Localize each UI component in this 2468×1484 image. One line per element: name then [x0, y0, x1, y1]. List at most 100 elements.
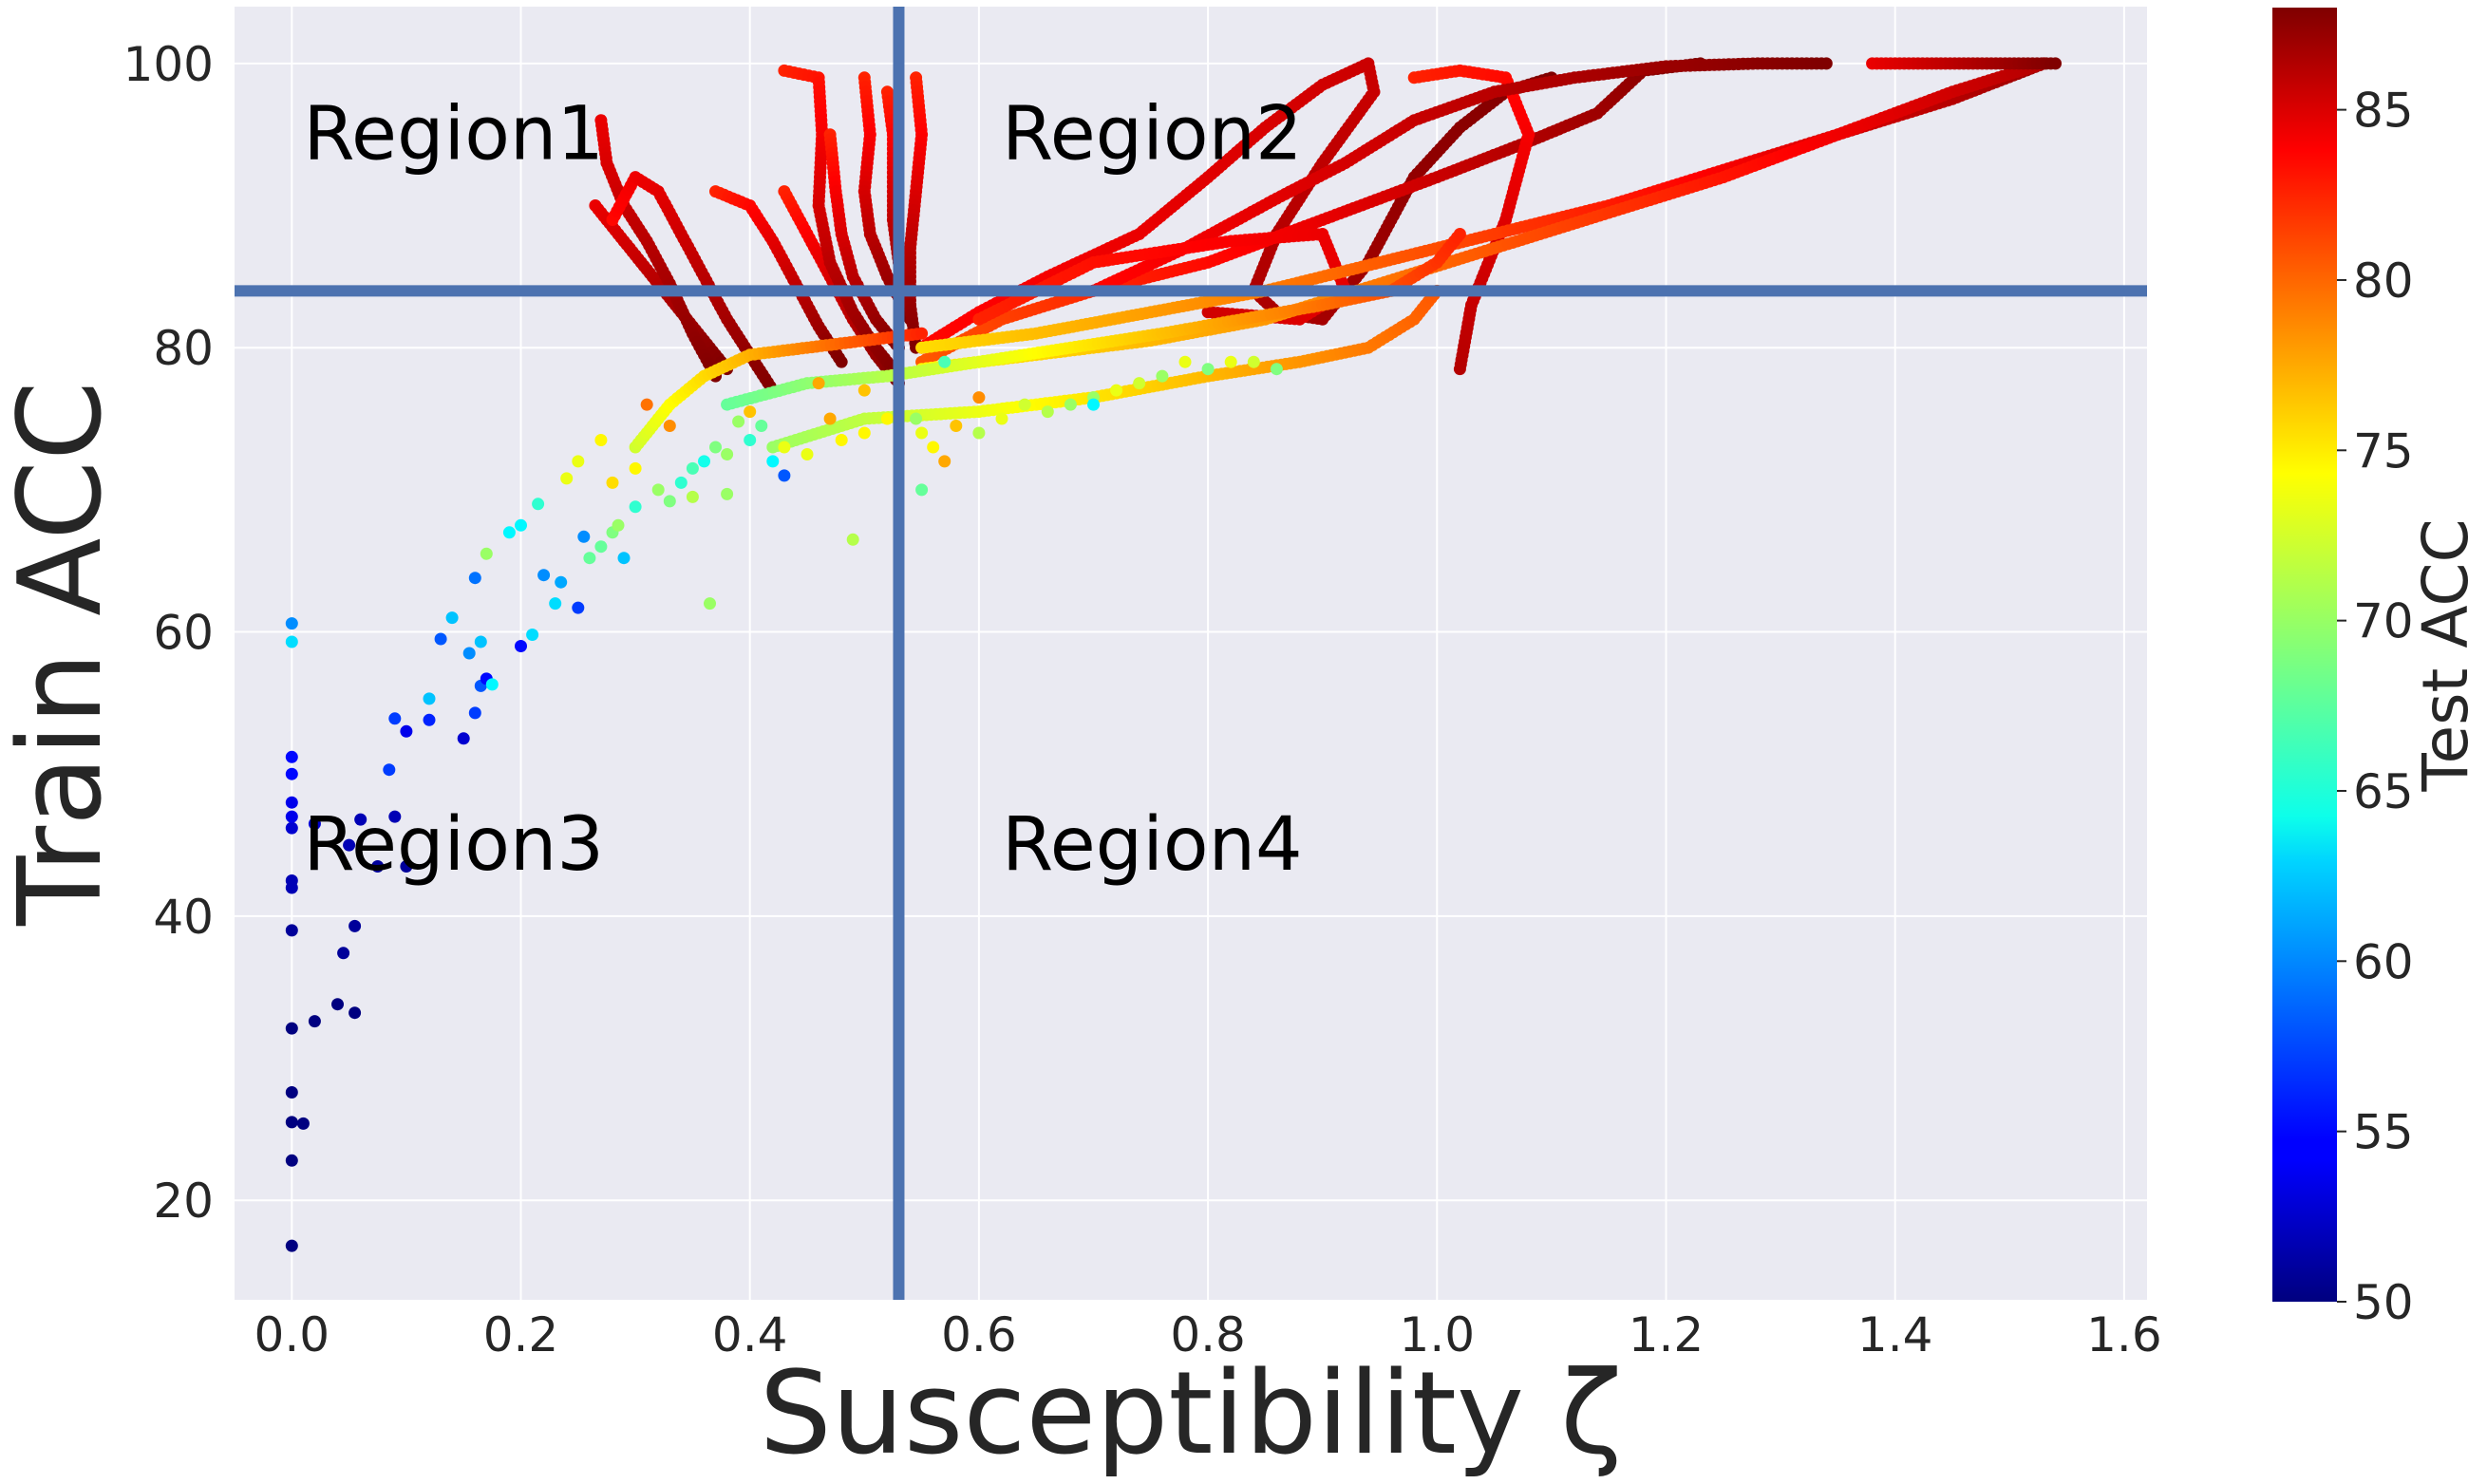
- data-point: [308, 817, 321, 831]
- data-point: [778, 441, 791, 454]
- data-point: [1064, 398, 1077, 411]
- y-tick-label: 100: [123, 37, 214, 92]
- data-point: [572, 455, 585, 468]
- data-point: [549, 597, 562, 611]
- y-axis-ticks: 20 40 60 80 100: [123, 37, 214, 1229]
- data-point: [400, 860, 413, 873]
- data-point: [950, 420, 963, 432]
- trajectory-traj-2: [594, 114, 723, 383]
- data-point: [462, 647, 476, 660]
- trajectory-traj-18: [1866, 57, 2063, 70]
- data-point: [445, 611, 459, 625]
- data-point: [331, 998, 344, 1011]
- region-label: Region4: [1002, 802, 1303, 888]
- colorbar-tick-label: 80: [2353, 254, 2414, 309]
- data-point: [572, 601, 585, 614]
- region-label: Region2: [1002, 92, 1303, 178]
- data-point: [285, 874, 298, 887]
- data-point: [485, 678, 499, 691]
- data-point: [1247, 355, 1260, 368]
- x-axis-ticks: 0.0 0.2 0.4 0.6 0.8 1.0 1.2 1.4 1.6: [254, 1307, 2162, 1362]
- data-point: [835, 434, 848, 446]
- y-tick-label: 80: [153, 321, 214, 376]
- data-point: [1201, 306, 1215, 319]
- region-labels: Region1 Region2 Region3 Region4: [303, 92, 1302, 888]
- data-point: [1178, 355, 1192, 368]
- data-point: [857, 384, 871, 397]
- data-point: [468, 706, 481, 720]
- data-point: [835, 355, 848, 368]
- data-point: [1819, 57, 1833, 70]
- data-point: [594, 434, 608, 446]
- x-tick-label: 1.4: [1857, 1307, 1933, 1362]
- data-point: [812, 377, 825, 390]
- x-tick-label: 0.4: [712, 1307, 788, 1362]
- colorbar-label: Test ACC: [2409, 518, 2468, 792]
- data-point: [823, 412, 837, 425]
- data-point: [388, 712, 402, 725]
- data-point: [285, 767, 298, 780]
- data-point: [457, 732, 470, 745]
- data-point: [995, 412, 1008, 425]
- data-point: [285, 821, 298, 835]
- data-point: [709, 441, 722, 454]
- data-point: [640, 398, 653, 411]
- data-point: [744, 405, 757, 419]
- data-point: [651, 483, 665, 497]
- data-point: [801, 448, 814, 460]
- data-point: [337, 947, 350, 960]
- x-tick-label: 0.2: [483, 1307, 559, 1362]
- data-point: [349, 1006, 362, 1020]
- data-point: [388, 810, 402, 823]
- data-point: [927, 441, 940, 454]
- data-point: [285, 924, 298, 937]
- data-point: [2049, 57, 2063, 70]
- data-point: [1453, 363, 1466, 376]
- data-point: [1270, 363, 1283, 376]
- colorbar-tick-label: 55: [2353, 1105, 2414, 1160]
- region-label: Region1: [303, 92, 604, 178]
- data-point: [915, 483, 929, 497]
- x-tick-label: 0.8: [1170, 1307, 1246, 1362]
- data-point: [629, 461, 642, 475]
- grid: [235, 7, 2147, 1300]
- data-point: [308, 1015, 321, 1028]
- data-point: [560, 472, 574, 485]
- data-point: [857, 426, 871, 440]
- data-point: [1087, 398, 1100, 411]
- data-point: [285, 1154, 298, 1167]
- data-point: [423, 692, 436, 705]
- data-point: [371, 860, 385, 873]
- y-tick-label: 60: [153, 606, 214, 661]
- data-point: [612, 518, 625, 532]
- data-point: [285, 635, 298, 648]
- data-point: [686, 490, 699, 503]
- data-point: [617, 552, 631, 565]
- data-point: [704, 597, 716, 611]
- region-label: Region3: [303, 802, 604, 888]
- data-point: [480, 547, 493, 560]
- data-point: [354, 813, 367, 826]
- data-point: [1110, 384, 1123, 397]
- data-point: [515, 518, 527, 532]
- plot-background: [235, 7, 2147, 1300]
- data-point: [880, 412, 894, 425]
- trajectory-traj-4: [709, 185, 848, 368]
- data-point: [400, 724, 413, 738]
- data-point: [972, 426, 986, 440]
- data-point: [583, 552, 596, 565]
- data-point: [515, 640, 527, 652]
- data-point: [629, 500, 642, 514]
- x-axis-label: Susceptibility ζ: [760, 1348, 1623, 1480]
- colorbar-tick-label: 75: [2353, 423, 2414, 479]
- colorbar-tick-label: 50: [2353, 1275, 2414, 1330]
- data-point: [1133, 377, 1146, 390]
- colorbar-tick-label: 70: [2353, 594, 2414, 649]
- data-point: [1201, 363, 1215, 376]
- trajectory-traj-8: [857, 71, 917, 326]
- data-point: [285, 810, 298, 823]
- x-tick-label: 1.6: [2086, 1307, 2162, 1362]
- data-point: [434, 632, 447, 646]
- data-point: [606, 476, 619, 489]
